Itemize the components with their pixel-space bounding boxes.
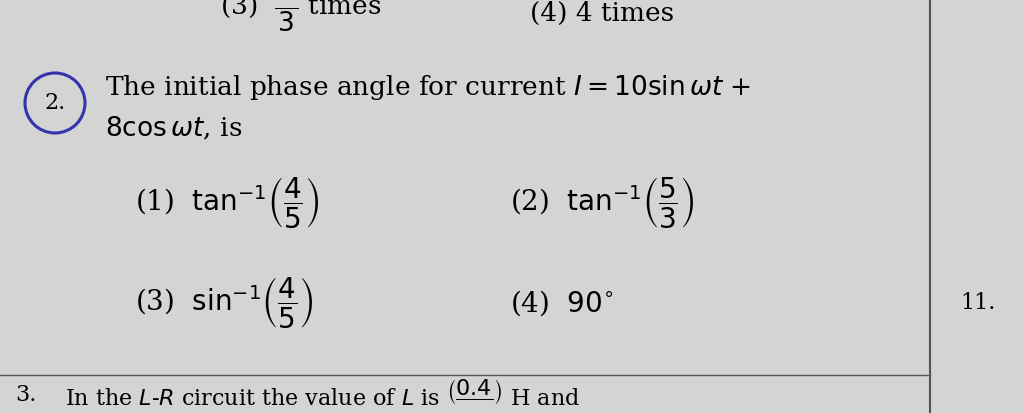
Text: In the $L$-$R$ circuit the value of $L$ is $\left(\dfrac{0.4}{\quad}\right)$ H a: In the $L$-$R$ circuit the value of $L$ … — [65, 380, 581, 410]
Text: (3)  $\sin^{-1}\!\left(\dfrac{4}{5}\right)$: (3) $\sin^{-1}\!\left(\dfrac{4}{5}\right… — [135, 275, 313, 330]
Text: (4) 4 times: (4) 4 times — [530, 0, 674, 26]
Text: (1)  $\tan^{-1}\!\left(\dfrac{4}{5}\right)$: (1) $\tan^{-1}\!\left(\dfrac{4}{5}\right… — [135, 176, 319, 230]
Text: (2)  $\tan^{-1}\!\left(\dfrac{5}{3}\right)$: (2) $\tan^{-1}\!\left(\dfrac{5}{3}\right… — [510, 176, 694, 230]
Text: 2.: 2. — [44, 92, 66, 114]
Text: The initial phase angle for current $I = 10\sin\omega t$ +: The initial phase angle for current $I =… — [105, 74, 752, 102]
Text: $8\cos\omega t$, is: $8\cos\omega t$, is — [105, 114, 243, 142]
Text: 3.: 3. — [15, 384, 37, 406]
Text: (3)  $\dfrac{-}{3}$ times: (3) $\dfrac{-}{3}$ times — [220, 0, 382, 34]
Text: 11.: 11. — [961, 292, 995, 314]
Text: (4)  $90^{\circ}$: (4) $90^{\circ}$ — [510, 288, 613, 318]
